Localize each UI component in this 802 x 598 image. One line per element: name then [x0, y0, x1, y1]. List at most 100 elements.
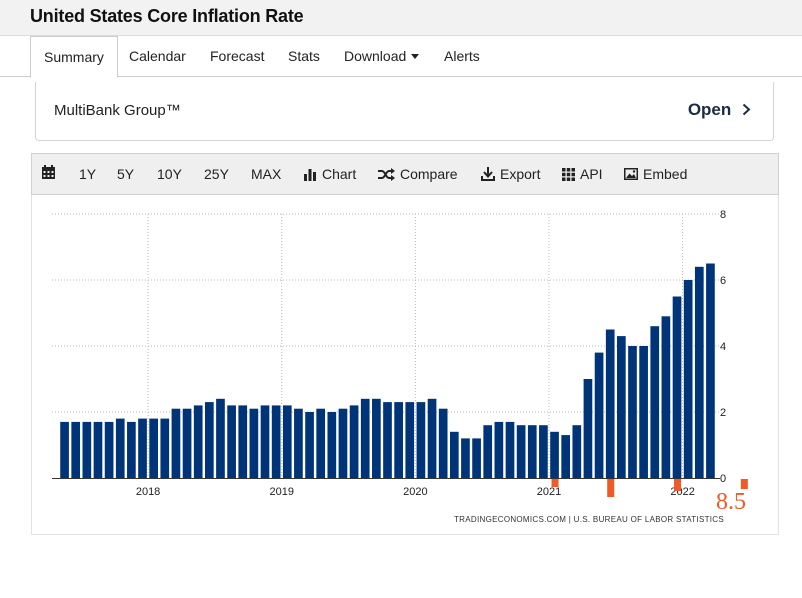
bar[interactable]: [193, 405, 203, 478]
bar[interactable]: [249, 408, 259, 478]
bar[interactable]: [494, 421, 504, 478]
bar[interactable]: [305, 412, 314, 478]
bar[interactable]: [149, 418, 158, 478]
range-5y-button[interactable]: 5Y: [117, 166, 135, 182]
bar[interactable]: [82, 421, 92, 478]
bar[interactable]: [349, 405, 359, 478]
bar[interactable]: [539, 425, 548, 478]
bar[interactable]: [405, 402, 415, 478]
tab-stats[interactable]: Stats: [288, 48, 320, 64]
x-tick-label: 2018: [136, 486, 160, 498]
bar[interactable]: [683, 280, 693, 478]
bar[interactable]: [360, 398, 370, 478]
tab-bar: Summary Calendar Forecast Stats Download…: [0, 36, 802, 78]
bar[interactable]: [394, 402, 403, 478]
bar[interactable]: [650, 326, 660, 478]
calendar-button[interactable]: [41, 165, 56, 180]
bar[interactable]: [216, 398, 225, 478]
tab-forecast[interactable]: Forecast: [210, 48, 265, 64]
bar[interactable]: [383, 402, 392, 478]
bar[interactable]: [71, 421, 81, 478]
api-label: API: [580, 166, 603, 182]
bar[interactable]: [527, 425, 537, 478]
bar[interactable]: [628, 346, 637, 478]
bar[interactable]: [583, 379, 593, 478]
page-title: United States Core Inflation Rate: [30, 6, 304, 26]
embed-button[interactable]: Embed: [624, 166, 687, 182]
export-label: Export: [500, 166, 541, 182]
bar[interactable]: [706, 263, 715, 479]
annotation-marker: [551, 479, 559, 487]
grid-icon: [562, 167, 575, 181]
tab-calendar[interactable]: Calendar: [129, 48, 186, 64]
bar[interactable]: [238, 405, 248, 478]
bar[interactable]: [661, 316, 671, 478]
y-tick-label: 4: [720, 341, 726, 353]
bar[interactable]: [561, 435, 571, 478]
calendar-icon: [42, 165, 55, 179]
bar[interactable]: [438, 408, 448, 478]
bar[interactable]: [316, 408, 326, 478]
bar[interactable]: [672, 296, 682, 479]
chart-toolbar: 1Y 5Y 10Y 25Y MAX Chart Compare Export A…: [31, 153, 779, 195]
bar[interactable]: [138, 418, 147, 478]
bar[interactable]: [260, 405, 270, 478]
annotation-label: 8.5: [716, 489, 746, 515]
bar[interactable]: [694, 266, 704, 478]
bar[interactable]: [427, 398, 437, 478]
x-tick-label: 2021: [537, 486, 561, 498]
export-button[interactable]: Export: [481, 166, 540, 182]
ad-open-button[interactable]: Open: [688, 100, 751, 120]
bar[interactable]: [594, 352, 604, 478]
bar[interactable]: [472, 438, 481, 478]
bar[interactable]: [449, 431, 459, 478]
download-icon: [481, 167, 495, 181]
bar[interactable]: [204, 402, 214, 478]
bar[interactable]: [639, 346, 648, 478]
bar[interactable]: [505, 421, 515, 478]
y-tick-label: 0: [720, 473, 726, 485]
compare-button[interactable]: Compare: [378, 166, 458, 182]
chart-type-button[interactable]: Chart: [303, 166, 356, 182]
bar[interactable]: [171, 408, 181, 478]
bar[interactable]: [93, 421, 103, 478]
chart-area: 0 2 4 6 8 2018 2019 2020 2021 2022 8.5 TRADINGECON…: [31, 195, 779, 535]
bar[interactable]: [327, 412, 337, 478]
range-1y-button[interactable]: 1Y: [79, 166, 97, 182]
range-25y-button[interactable]: 25Y: [204, 166, 229, 182]
bar[interactable]: [271, 405, 281, 478]
bar[interactable]: [572, 425, 582, 478]
bar[interactable]: [60, 421, 69, 478]
bar[interactable]: [227, 405, 236, 478]
bar[interactable]: [550, 431, 559, 478]
ad-banner[interactable]: MultiBank Group™ Open: [35, 82, 774, 141]
bar[interactable]: [104, 421, 114, 478]
range-10y-button[interactable]: 10Y: [157, 166, 182, 182]
y-tick-label: 8: [720, 209, 726, 221]
bar[interactable]: [182, 408, 192, 478]
bar[interactable]: [160, 418, 170, 478]
embed-label: Embed: [643, 166, 688, 182]
tab-alerts[interactable]: Alerts: [444, 48, 480, 64]
bar[interactable]: [516, 425, 526, 478]
bar[interactable]: [294, 408, 303, 478]
bar[interactable]: [605, 329, 615, 479]
image-icon: [624, 168, 638, 180]
bar[interactable]: [483, 425, 493, 478]
ad-open-label: Open: [687, 100, 732, 119]
x-tick-label: 2020: [403, 486, 427, 498]
tab-download-label: Download: [344, 48, 407, 64]
bar[interactable]: [416, 402, 426, 478]
shuffle-icon: [378, 167, 395, 181]
api-button[interactable]: API: [562, 166, 603, 182]
bar[interactable]: [617, 336, 626, 478]
bar[interactable]: [127, 421, 136, 478]
bar[interactable]: [372, 398, 381, 478]
range-max-button[interactable]: MAX: [251, 166, 282, 182]
bar[interactable]: [115, 418, 125, 478]
tab-download[interactable]: Download: [344, 36, 420, 77]
bar[interactable]: [461, 438, 470, 478]
bar[interactable]: [338, 408, 348, 478]
bar[interactable]: [282, 405, 292, 478]
tab-summary[interactable]: Summary: [30, 36, 118, 78]
